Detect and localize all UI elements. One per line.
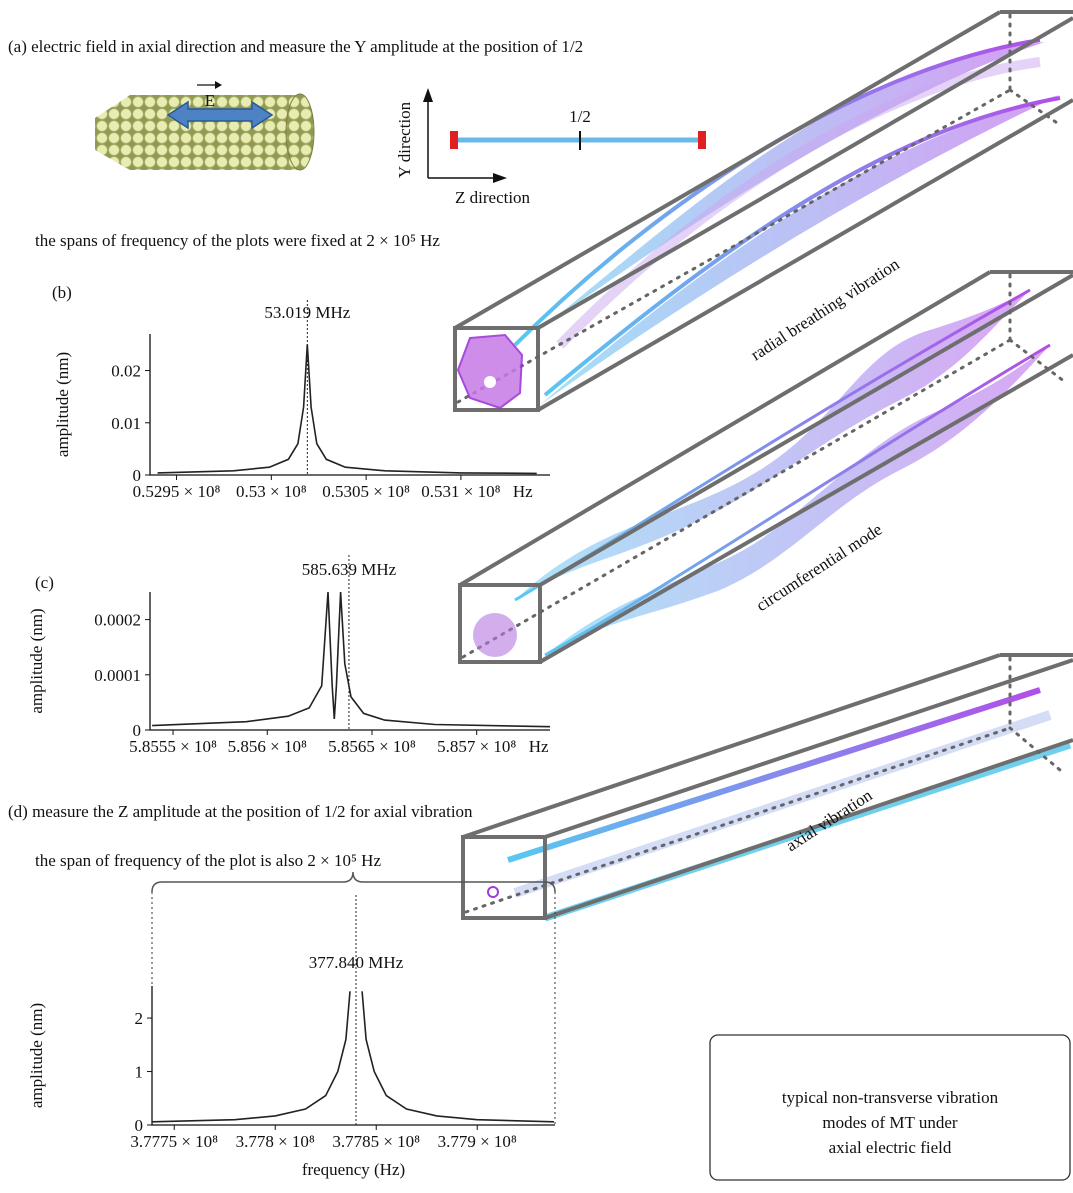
peak-label: 585.639 MHz bbox=[302, 560, 397, 579]
y-tick-label: 2 bbox=[135, 1009, 144, 1028]
summary-text: typical non-transverse vibration bbox=[782, 1088, 999, 1107]
panel-a-caption: (a) electric field in axial direction an… bbox=[8, 37, 583, 56]
x-tick-label: 3.7775 × 10⁸ bbox=[130, 1132, 218, 1151]
x-tick-label: 5.857 × 10⁸ bbox=[437, 737, 516, 756]
y-axis-label: amplitude (nm) bbox=[27, 608, 46, 713]
summary-text: modes of MT under bbox=[822, 1113, 958, 1132]
span-note: the spans of frequency of the plots were… bbox=[35, 231, 440, 250]
z-direction-label: Z direction bbox=[455, 188, 531, 207]
panel-label: (b) bbox=[52, 283, 72, 302]
peak-label: 53.019 MHz bbox=[264, 303, 350, 322]
y-axis-label: amplitude (nm) bbox=[27, 1003, 46, 1108]
x-axis-label: frequency (Hz) bbox=[302, 1160, 405, 1179]
summary-text: axial electric field bbox=[829, 1138, 952, 1157]
x-unit: Hz bbox=[529, 737, 549, 756]
x-tick-label: 0.53 × 10⁸ bbox=[236, 482, 307, 501]
y-tick-label: 0.01 bbox=[111, 414, 141, 433]
y-tick-label: 0.0002 bbox=[94, 611, 141, 630]
peak-label: 377.840 MHz bbox=[309, 953, 404, 972]
x-tick-label: 5.856 × 10⁸ bbox=[228, 737, 307, 756]
x-tick-label: 0.531 × 10⁸ bbox=[421, 482, 500, 501]
axis-line bbox=[152, 986, 555, 1125]
x-tick-label: 0.5305 × 10⁸ bbox=[322, 482, 410, 501]
x-tick-label: 5.8565 × 10⁸ bbox=[328, 737, 416, 756]
mode-label: radial breathing vibration bbox=[747, 254, 903, 364]
resonance-curve bbox=[152, 592, 550, 727]
span-note: the span of frequency of the plot is als… bbox=[35, 851, 381, 870]
panel-d-caption: (d) measure the Z amplitude at the posit… bbox=[8, 802, 473, 821]
x-tick-label: 3.7785 × 10⁸ bbox=[332, 1132, 420, 1151]
mode-box-axial bbox=[463, 655, 1073, 918]
field-label: E bbox=[205, 91, 215, 110]
resonance-curve bbox=[152, 991, 554, 1122]
x-tick-label: 0.5295 × 10⁸ bbox=[133, 482, 221, 501]
y-tick-label: 1 bbox=[135, 1063, 144, 1082]
y-tick-label: 0.02 bbox=[111, 362, 141, 381]
summary-box bbox=[710, 1035, 1070, 1180]
x-tick-label: 5.8555 × 10⁸ bbox=[129, 737, 217, 756]
span-brace bbox=[152, 872, 555, 1125]
panel-label: (c) bbox=[35, 573, 54, 592]
figure: (a) electric field in axial direction an… bbox=[0, 0, 1073, 1193]
axes-diagram bbox=[423, 88, 706, 183]
x-tick-label: 3.778 × 10⁸ bbox=[236, 1132, 315, 1151]
x-tick-label: 3.779 × 10⁸ bbox=[438, 1132, 517, 1151]
y-tick-label: 0.0001 bbox=[94, 666, 141, 685]
y-direction-label: Y direction bbox=[395, 101, 414, 178]
position-label: 1/2 bbox=[569, 107, 591, 126]
x-unit: Hz bbox=[513, 482, 533, 501]
y-axis-label: amplitude (nm) bbox=[53, 352, 72, 457]
